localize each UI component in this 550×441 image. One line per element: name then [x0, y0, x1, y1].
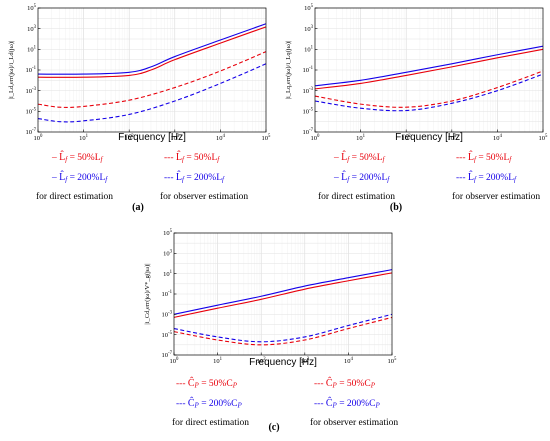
x-tick-label: 103 [447, 134, 457, 142]
series-line-0 [314, 48, 544, 90]
y-axis-label: |i_Cd,err(jω)/V*_g(jω)| [144, 263, 151, 324]
series-line-0 [37, 26, 267, 78]
y-tick-label: 101 [304, 46, 314, 54]
x-tick-label: 105 [388, 357, 398, 365]
legend-title: for observer estimation [452, 191, 540, 202]
y-tick-label: 105 [27, 4, 37, 12]
x-tick-label: 104 [493, 134, 503, 142]
legend-entry: – L̂f = 50%Lf [51, 150, 104, 163]
legend-entry: --- ĈP = 50%CP [314, 377, 376, 390]
x-axis-label: Frequency [Hz] [249, 357, 317, 368]
legend-title: for observer estimation [310, 417, 398, 428]
panel-b: 100 101 102 103 104 105 10-7 10-5 10-3 10-1 101 103… [285, 4, 548, 213]
x-tick-label: 102 [125, 134, 135, 142]
y-tick-label: 10-3 [26, 87, 37, 95]
x-tick-label: 103 [300, 357, 310, 365]
series-line-2 [314, 70, 544, 108]
y-axis-label: |i_Ld,err(jω)/i_Ld(jω)| [8, 41, 15, 100]
x-tick-label: 105 [539, 134, 549, 142]
y-tick-label: 10-3 [162, 311, 173, 319]
series-line-1 [173, 269, 393, 315]
y-tick-label: 10-5 [162, 331, 173, 339]
series-line-3 [173, 313, 393, 343]
x-tick-label: 105 [262, 134, 272, 142]
series-line-3 [37, 63, 267, 123]
y-axis-label: |i_Lq,err(jω)/i_Lq(jω)| [285, 41, 292, 100]
legend-entry: --- L̂f = 200%Lf [164, 170, 225, 183]
x-tick-label: 102 [257, 357, 267, 365]
x-axis-label: Frequency [Hz] [118, 132, 186, 143]
y-tick-label: 10-7 [303, 128, 314, 136]
x-tick-label: 100 [170, 357, 180, 365]
legend-title: for direct estimation [172, 417, 249, 428]
y-tick-label: 103 [27, 25, 37, 33]
y-tick-label: 10-1 [162, 290, 173, 298]
y-tick-label: 10-5 [303, 108, 314, 116]
x-axis-label: Frequency [Hz] [395, 132, 463, 143]
y-tick-label: 10-7 [26, 128, 37, 136]
y-tick-label: 10-7 [162, 351, 173, 359]
x-tick-label: 102 [402, 134, 412, 142]
panel-label: (b) [390, 202, 402, 213]
legend-entry: --- ĈP = 200%CP [176, 397, 242, 410]
series-line-1 [37, 23, 267, 75]
y-tick-label: 101 [163, 270, 173, 278]
panel-label: (c) [268, 422, 279, 433]
legend-entry: --- ĈP = 50%CP [176, 377, 238, 390]
panel-label: (a) [132, 202, 144, 213]
series-line-0 [173, 272, 393, 318]
x-tick-label: 100 [34, 134, 44, 142]
x-tick-label: 101 [356, 134, 366, 142]
series-line-3 [314, 73, 544, 112]
y-tick-label: 105 [304, 4, 314, 12]
legend-entry: --- L̂f = 200%Lf [456, 170, 517, 183]
legend-title: for direct estimation [318, 191, 395, 202]
legend-entry: --- L̂f = 50%Lf [164, 150, 220, 163]
panel-a: 100 101 102 103 104 105 10-7 10-5 10-3 10-1 101 103… [8, 4, 271, 213]
y-tick-label: 103 [163, 250, 173, 258]
y-tick-label: 10-5 [26, 108, 37, 116]
x-tick-label: 104 [216, 134, 226, 142]
y-tick-label: 10-1 [303, 66, 314, 74]
legend-entry: – L̂f = 200%Lf [51, 170, 108, 183]
y-tick-label: 10-1 [26, 66, 37, 74]
legend-entry: – L̂f = 50%Lf [333, 150, 386, 163]
y-tick-label: 105 [163, 229, 173, 237]
legend-title: for observer estimation [160, 191, 248, 202]
y-tick-label: 103 [304, 25, 314, 33]
y-tick-label: 101 [27, 46, 37, 54]
series-line-2 [173, 316, 393, 346]
series-line-2 [37, 51, 267, 108]
x-tick-label: 100 [311, 134, 321, 142]
y-tick-label: 10-3 [303, 87, 314, 95]
x-tick-label: 101 [79, 134, 89, 142]
series-line-1 [314, 45, 544, 87]
x-tick-label: 104 [344, 357, 354, 365]
legend-entry: --- L̂f = 50%Lf [456, 150, 512, 163]
x-tick-label: 101 [213, 357, 223, 365]
x-tick-label: 103 [170, 134, 180, 142]
panel-c: 100 101 102 103 104 105 10-7 10-5 10-3 10-1 101 103… [144, 229, 398, 433]
legend-entry: – L̂f = 200%Lf [333, 170, 390, 183]
legend-entry: --- ĈP = 200%CP [314, 397, 380, 410]
legend-title: for direct estimation [36, 191, 113, 202]
